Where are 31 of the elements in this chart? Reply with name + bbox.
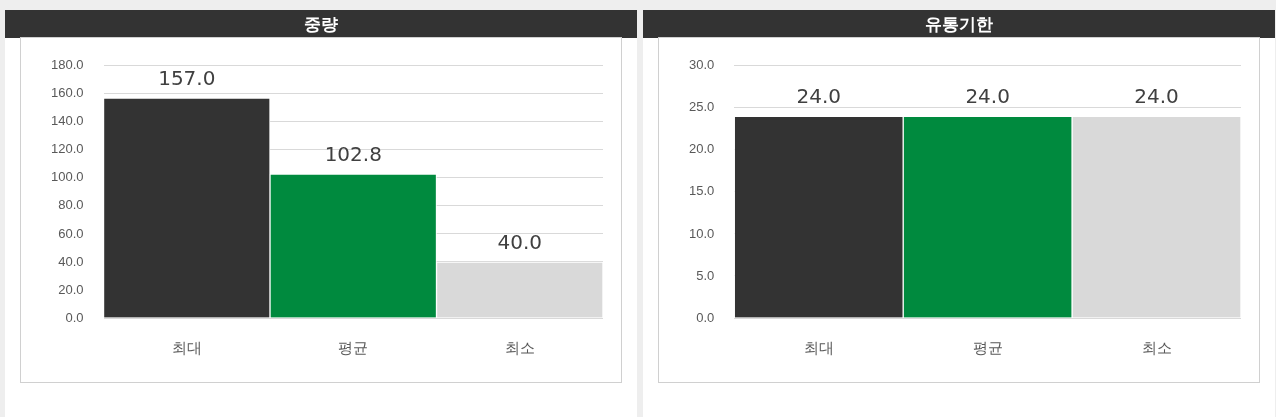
- y-tick-label: 15.0: [688, 183, 715, 199]
- y-tick-label: 20.0: [58, 281, 84, 297]
- y-tick-label: 120.0: [50, 141, 84, 157]
- y-tick-label: 140.0: [50, 113, 84, 129]
- data-label: 40.0: [497, 230, 543, 255]
- y-tick-label: 180.0: [50, 57, 84, 73]
- y-tick-label: 160.0: [50, 85, 84, 101]
- data-label: 24.0: [965, 84, 1010, 109]
- y-tick-label: 0.0: [65, 309, 84, 325]
- chart-title: 중량: [5, 10, 637, 38]
- x-tick-label: 최소: [504, 339, 535, 357]
- y-tick-label: 0.0: [696, 309, 715, 325]
- chart-title: 유통기한: [643, 10, 1275, 38]
- y-tick-label: 100.0: [50, 169, 84, 185]
- x-tick-label: 최대: [171, 339, 202, 357]
- x-tick-label: 최소: [1141, 339, 1172, 357]
- data-label: 24.0: [796, 84, 842, 109]
- y-tick-label: 60.0: [58, 225, 84, 241]
- x-tick-label: 평균: [338, 339, 369, 357]
- y-tick-label: 10.0: [688, 225, 715, 241]
- x-tick-label: 최대: [803, 339, 834, 357]
- y-tick-label: 80.0: [58, 197, 84, 213]
- y-tick-label: 5.0: [696, 267, 715, 283]
- y-tick-label: 30.0: [688, 57, 715, 73]
- y-tick-label: 20.0: [688, 141, 715, 157]
- y-tick-label: 40.0: [58, 253, 84, 269]
- data-label: 157.0: [158, 66, 216, 91]
- data-label: 102.8: [324, 142, 382, 167]
- data-label: 24.0: [1134, 84, 1179, 109]
- x-tick-label: 평균: [972, 339, 1003, 357]
- y-tick-label: 25.0: [688, 99, 715, 115]
